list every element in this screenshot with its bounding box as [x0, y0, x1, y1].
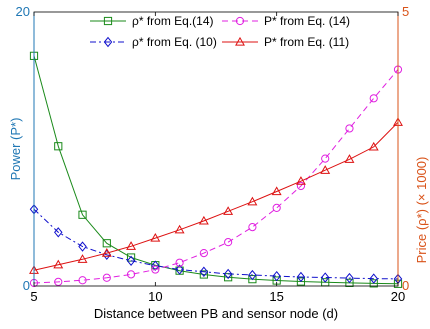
data-point — [199, 249, 208, 258]
data-point — [77, 254, 88, 263]
data-point — [345, 272, 354, 284]
data-point — [78, 241, 87, 252]
data-point — [345, 278, 354, 287]
x-tick-label: 5 — [30, 289, 37, 304]
data-point — [54, 227, 63, 238]
left-tick-label: 20 — [16, 4, 30, 19]
series-line — [33, 121, 399, 271]
x-tick-label: 10 — [148, 289, 162, 304]
legend-marker — [103, 16, 113, 26]
data-point — [248, 275, 257, 284]
data-point — [369, 94, 378, 103]
legend-item: ρ* from Eq.(14) — [90, 14, 214, 28]
data-point — [368, 141, 379, 151]
legend-label: P* from Eq. (11) — [264, 35, 349, 49]
data-point — [78, 210, 87, 219]
legend-item: P* from Eq. (14) — [222, 14, 350, 28]
plot-area — [34, 12, 398, 286]
data-point — [248, 222, 257, 232]
x-tick-label: 20 — [391, 289, 405, 304]
data-point — [53, 259, 64, 269]
data-point — [320, 272, 330, 283]
right-tick-label: 5 — [402, 4, 409, 19]
right-axis-label: Price (ρ*) (× 1000) — [414, 157, 429, 264]
data-point — [175, 258, 184, 267]
data-point — [174, 224, 185, 234]
data-point — [54, 277, 63, 286]
data-point — [344, 154, 355, 163]
data-point — [272, 270, 281, 282]
data-point — [296, 271, 306, 283]
data-point — [247, 196, 258, 206]
data-point — [126, 270, 136, 279]
legend-label: P* from Eq. (14) — [264, 14, 350, 28]
data-point — [248, 269, 257, 281]
series-line — [33, 208, 399, 280]
data-point — [199, 266, 209, 277]
data-point — [150, 232, 161, 242]
left-tick-label: 0 — [23, 278, 30, 293]
data-point — [271, 186, 282, 196]
legend-item: P* from Eq. (11) — [222, 35, 349, 49]
series-line — [33, 55, 399, 285]
data-point — [321, 154, 330, 163]
data-point — [126, 255, 136, 266]
series-4 — [29, 117, 403, 274]
series-line — [33, 69, 399, 284]
data-point — [126, 241, 137, 250]
data-point — [296, 277, 306, 286]
legend-marker — [235, 36, 245, 46]
data-point — [102, 273, 111, 282]
x-axis-label: Distance between PB and sensor node (d) — [94, 306, 338, 321]
data-point — [224, 238, 233, 247]
data-point — [223, 206, 234, 215]
right-tick-label: 0 — [402, 278, 409, 293]
legend: ρ* from Eq.(14) ρ* from Eq. (10) P* from E… — [90, 14, 350, 49]
data-point — [54, 142, 63, 151]
data-point — [296, 181, 306, 191]
data-point — [369, 279, 378, 288]
legend-label: ρ* from Eq. (10) — [132, 35, 217, 49]
data-point — [295, 176, 306, 185]
legend-label: ρ* from Eq.(14) — [132, 14, 214, 28]
legend-item: ρ* from Eq. (10) — [90, 35, 217, 49]
data-point — [320, 165, 331, 174]
data-point — [369, 273, 378, 284]
data-point — [78, 276, 87, 285]
data-point — [101, 248, 112, 257]
legend-marker — [235, 16, 245, 26]
data-point — [272, 203, 281, 213]
data-point — [198, 215, 209, 225]
data-point — [345, 124, 354, 133]
left-axis-label: Power (P*) — [8, 118, 23, 181]
data-point — [102, 239, 111, 248]
data-point — [199, 270, 208, 279]
data-point — [175, 264, 184, 275]
data-point — [151, 265, 160, 274]
x-tick-label: 15 — [269, 289, 283, 304]
legend-marker — [103, 36, 113, 48]
data-point — [151, 260, 160, 271]
data-point — [223, 268, 233, 280]
